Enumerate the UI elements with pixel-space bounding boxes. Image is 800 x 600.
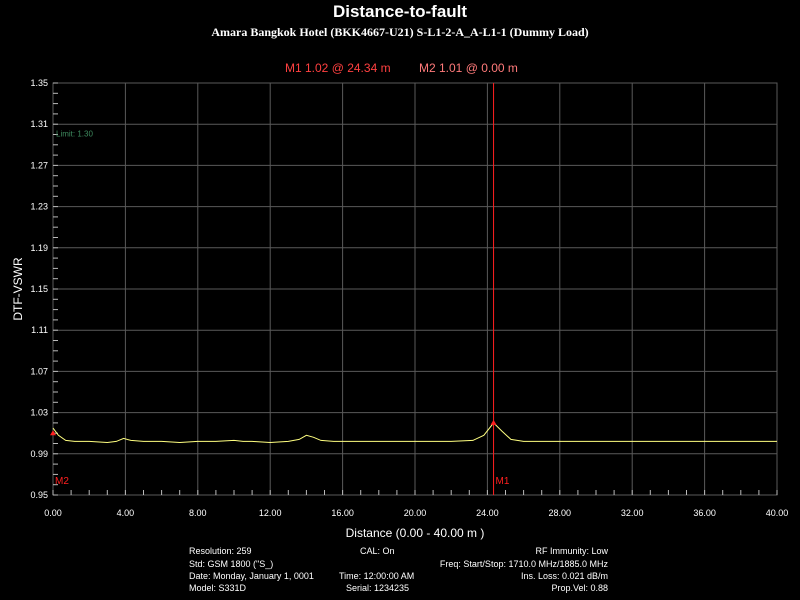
info-serial: Serial: 1234235 [346,583,410,593]
info-standard: Std: GSM 1800 ("S_) [189,559,274,569]
x-tick-label: 40.00 [766,508,789,518]
x-tick-label: 32.00 [621,508,644,518]
y-tick-label: 1.03 [30,408,48,418]
info-prop-velocity: Prop.Vel: 0.88 [551,583,608,593]
x-tick-label: 0.00 [44,508,62,518]
marker-label-m2: M2 [55,476,69,487]
info-date: Date: Monday, January 1, 0001 [189,571,314,581]
marker-m2-readout: M2 1.01 @ 0.00 m [419,61,518,75]
marker-point-m1 [490,419,497,425]
x-tick-label: 16.00 [331,508,354,518]
limit-label: Limit: 1.30 [56,130,93,139]
y-tick-label: 1.07 [30,366,48,376]
x-tick-label: 12.00 [259,508,282,518]
x-tick-label: 28.00 [549,508,572,518]
y-tick-label: 0.99 [30,449,48,459]
info-frequency: Freq: Start/Stop: 1710.0 MHz/1885.0 MHz [439,559,608,569]
x-tick-label: 4.00 [117,508,135,518]
info-resolution: Resolution: 259 [189,546,252,556]
y-tick-label: 1.23 [30,202,48,212]
y-tick-label: 1.15 [30,284,48,294]
info-model: Model: S331D [189,583,247,593]
x-tick-label: 36.00 [693,508,716,518]
y-tick-label: 1.27 [30,160,48,170]
chart-subtitle: Amara Bangkok Hotel (BKK4667-U21) S-L1-2… [211,25,589,39]
info-time: Time: 12:00:00 AM [339,571,415,581]
marker-point-m2 [50,430,56,436]
info-rf-immunity: RF Immunity: Low [535,546,608,556]
x-axis-label: Distance (0.00 - 40.00 m ) [346,526,485,540]
chart-title: Distance-to-fault [332,2,468,21]
y-tick-label: 1.35 [30,78,48,88]
y-tick-label: 1.11 [31,325,48,335]
y-axis-label: DTF-VSWR [11,257,25,321]
y-tick-label: 1.31 [30,119,48,129]
x-tick-label: 24.00 [476,508,499,518]
vswr-trace [52,422,777,444]
x-tick-label: 20.00 [404,508,427,518]
y-tick-label: 1.19 [30,243,48,253]
marker-label-m1: M1 [496,476,510,487]
marker-m1-readout: M1 1.02 @ 24.34 m [285,61,391,75]
y-tick-label: 0.95 [30,490,48,500]
x-tick-label: 8.00 [189,508,207,518]
info-cal: CAL: On [360,546,395,556]
info-insertion-loss: Ins. Loss: 0.021 dB/m [520,571,608,581]
